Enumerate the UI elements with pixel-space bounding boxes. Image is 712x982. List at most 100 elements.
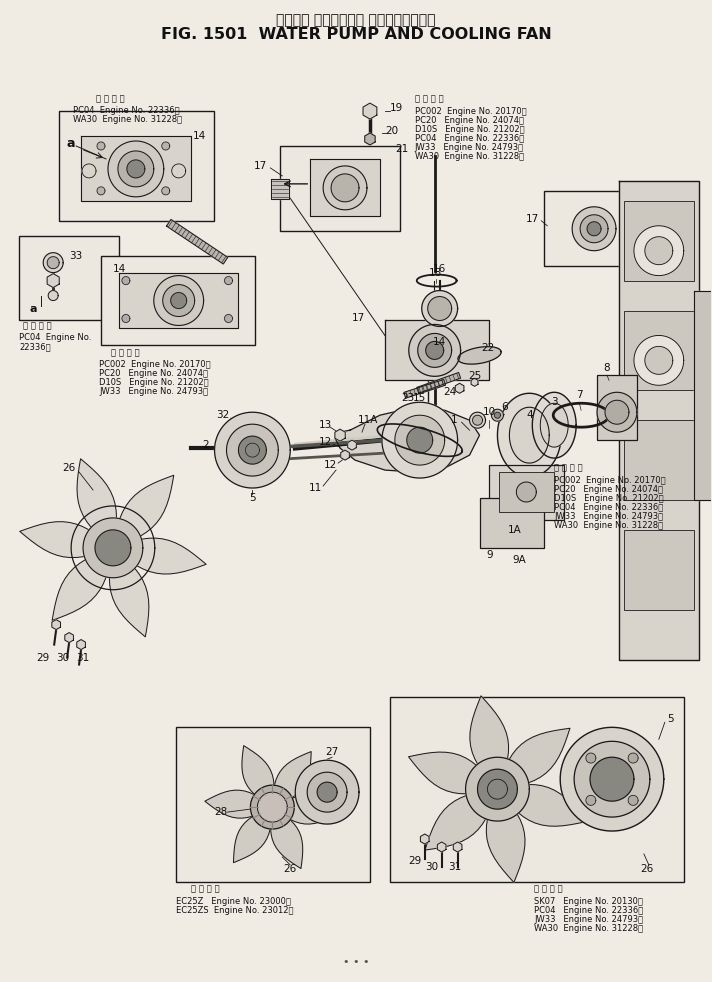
Polygon shape	[272, 751, 311, 807]
Polygon shape	[590, 757, 634, 801]
Text: 30: 30	[56, 652, 70, 663]
Polygon shape	[498, 393, 561, 477]
Polygon shape	[470, 696, 508, 790]
Polygon shape	[251, 786, 294, 829]
Polygon shape	[385, 320, 489, 380]
Text: JW33   Engine No. 24793〜: JW33 Engine No. 24793〜	[415, 143, 524, 152]
Text: 適 用 号 機: 適 用 号 機	[554, 464, 583, 472]
Bar	[489, 465, 564, 519]
Text: 9: 9	[486, 550, 493, 560]
Polygon shape	[540, 404, 568, 447]
Text: 22: 22	[481, 344, 494, 354]
Polygon shape	[307, 772, 347, 812]
Text: 21: 21	[395, 144, 408, 154]
Text: 26: 26	[283, 864, 297, 874]
Polygon shape	[317, 783, 337, 802]
Bar	[624, 310, 693, 390]
Polygon shape	[454, 842, 462, 852]
Polygon shape	[418, 334, 451, 367]
Polygon shape	[261, 796, 283, 818]
Text: 19: 19	[390, 103, 403, 113]
Polygon shape	[97, 187, 105, 194]
Bar	[479, 498, 544, 548]
Polygon shape	[171, 293, 187, 308]
Polygon shape	[100, 534, 126, 561]
Polygon shape	[97, 142, 105, 150]
Text: 適 用 号 機: 適 用 号 機	[111, 348, 140, 356]
Polygon shape	[404, 379, 446, 398]
Polygon shape	[122, 277, 130, 285]
Text: 32: 32	[216, 410, 229, 420]
Polygon shape	[533, 392, 576, 458]
Bar	[176, 728, 370, 882]
Text: PC04   Engine No. 22336〜: PC04 Engine No. 22336〜	[415, 134, 524, 143]
Polygon shape	[516, 482, 536, 502]
Polygon shape	[113, 538, 206, 574]
Text: SK07   Engine No. 20130〜: SK07 Engine No. 20130〜	[534, 897, 643, 905]
Text: 8: 8	[604, 363, 610, 373]
Polygon shape	[693, 291, 712, 500]
Text: 5: 5	[666, 714, 674, 725]
Text: 12: 12	[318, 437, 332, 447]
Polygon shape	[113, 475, 174, 548]
Polygon shape	[597, 392, 637, 432]
Polygon shape	[271, 179, 289, 198]
Text: PC002  Engine No. 20170〜: PC002 Engine No. 20170〜	[99, 360, 211, 369]
Polygon shape	[586, 795, 596, 805]
Polygon shape	[471, 378, 478, 386]
Polygon shape	[498, 729, 570, 790]
Polygon shape	[417, 372, 461, 393]
Polygon shape	[466, 757, 529, 821]
Polygon shape	[409, 324, 461, 376]
Bar	[624, 420, 693, 500]
Bar	[281, 146, 400, 231]
Text: 7: 7	[576, 390, 582, 401]
Polygon shape	[478, 769, 518, 809]
Text: 13: 13	[318, 420, 332, 430]
Text: D10S   Engine No. 21202〜: D10S Engine No. 21202〜	[554, 494, 664, 503]
Polygon shape	[494, 412, 501, 418]
Polygon shape	[234, 807, 272, 862]
Polygon shape	[48, 291, 58, 300]
Polygon shape	[382, 403, 458, 478]
Text: 30: 30	[425, 862, 439, 872]
Text: 14: 14	[433, 338, 446, 348]
Polygon shape	[574, 741, 650, 817]
Polygon shape	[163, 285, 194, 316]
Text: 16: 16	[433, 263, 446, 274]
Polygon shape	[426, 342, 444, 359]
Text: 適 用 号 機: 適 用 号 機	[96, 94, 125, 104]
Text: 20: 20	[385, 126, 398, 136]
Bar	[390, 697, 684, 882]
Text: 18: 18	[429, 268, 442, 278]
Text: 31: 31	[76, 652, 90, 663]
Text: 25: 25	[468, 371, 481, 381]
Text: 1A: 1A	[508, 525, 521, 535]
Polygon shape	[484, 776, 511, 802]
Polygon shape	[645, 347, 673, 374]
Text: EC25Z   Engine No. 23000〜: EC25Z Engine No. 23000〜	[176, 897, 290, 905]
Polygon shape	[20, 521, 113, 558]
Polygon shape	[224, 314, 233, 322]
Polygon shape	[81, 136, 191, 201]
Text: 適 用 号 機: 適 用 号 機	[23, 321, 52, 330]
Polygon shape	[167, 219, 228, 264]
Text: PC20   Engine No. 24074〜: PC20 Engine No. 24074〜	[415, 116, 524, 125]
Text: 9A: 9A	[513, 555, 526, 565]
Text: 28: 28	[214, 807, 227, 817]
Bar	[597, 375, 637, 440]
Polygon shape	[214, 412, 290, 488]
Text: 5: 5	[249, 493, 256, 503]
Text: JW33   Engine No. 24793〜: JW33 Engine No. 24793〜	[534, 915, 644, 924]
Polygon shape	[239, 436, 266, 464]
Polygon shape	[127, 160, 145, 178]
Polygon shape	[110, 548, 149, 637]
Bar	[624, 530, 693, 610]
Polygon shape	[77, 459, 117, 548]
Polygon shape	[572, 207, 616, 250]
Polygon shape	[162, 142, 169, 150]
Text: 15: 15	[413, 393, 426, 404]
Bar	[101, 255, 256, 346]
Text: PC04  Engine No. 22336〜: PC04 Engine No. 22336〜	[73, 106, 179, 115]
Polygon shape	[162, 187, 169, 194]
